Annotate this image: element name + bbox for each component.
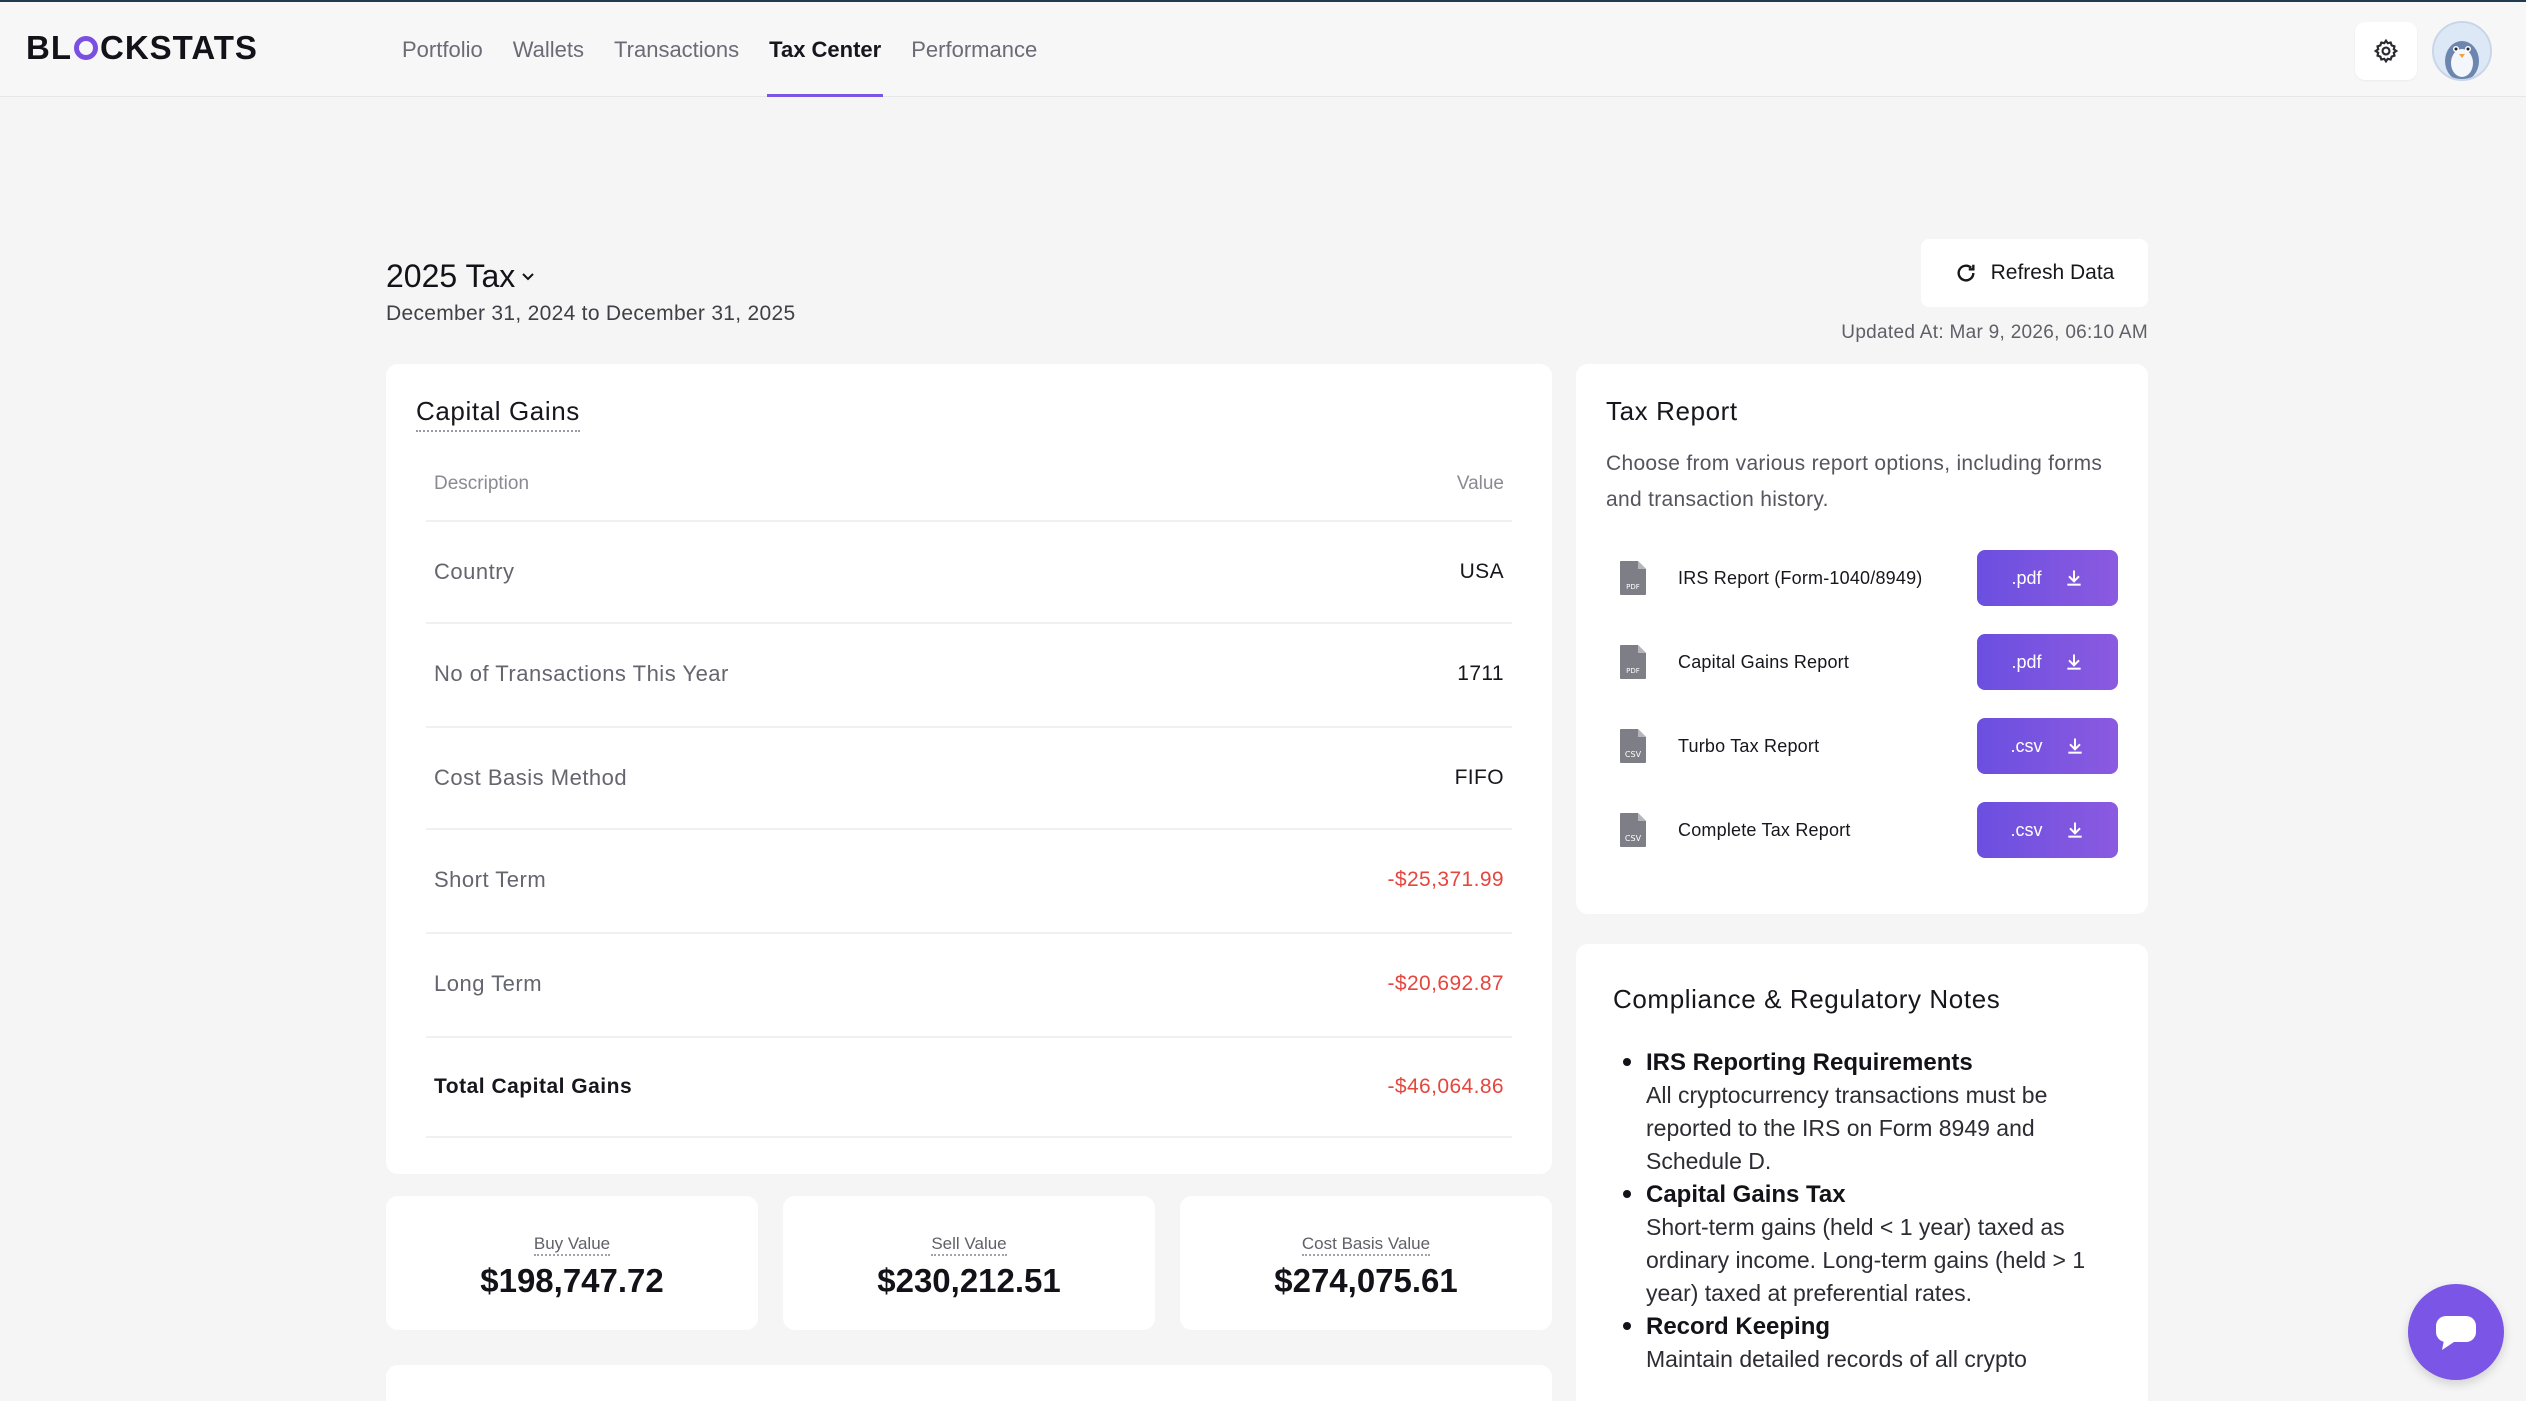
row-value: USA bbox=[1459, 560, 1504, 583]
note-text: Short-term gains (held < 1 year) taxed a… bbox=[1646, 1214, 2086, 1306]
report-row: PDF IRS Report (Form-1040/8949) .pdf bbox=[1618, 550, 2118, 606]
top-accent-line bbox=[0, 0, 2526, 2]
download-capital-gains-report-button[interactable]: .pdf bbox=[1977, 634, 2118, 690]
buy-value-card: Buy Value $198,747.72 bbox=[386, 1196, 758, 1330]
main-nav: Portfolio Wallets Transactions Tax Cente… bbox=[402, 2, 1067, 97]
svg-text:PDF: PDF bbox=[1626, 667, 1640, 675]
nav-performance[interactable]: Performance bbox=[911, 36, 1038, 62]
nav-transactions[interactable]: Transactions bbox=[614, 36, 740, 62]
blockstats-logo[interactable]: BL CKSTATS bbox=[26, 29, 258, 66]
list-item: IRS Reporting Requirements All cryptocur… bbox=[1623, 1046, 2116, 1178]
stat-label[interactable]: Sell Value bbox=[931, 1234, 1007, 1256]
compliance-list: IRS Reporting Requirements All cryptocur… bbox=[1623, 1046, 2116, 1376]
user-avatar[interactable] bbox=[2432, 21, 2492, 81]
note-title: Record Keeping bbox=[1646, 1313, 1831, 1340]
compliance-card: Compliance & Regulatory Notes IRS Report… bbox=[1576, 944, 2148, 1401]
stat-label[interactable]: Cost Basis Value bbox=[1301, 1234, 1431, 1256]
report-name: Turbo Tax Report bbox=[1678, 735, 1820, 756]
stat-value: $274,075.61 bbox=[1274, 1262, 1458, 1299]
table-row: Long Term -$20,692.87 bbox=[426, 932, 1512, 1034]
svg-text:CSV: CSV bbox=[1625, 750, 1642, 759]
note-text: Maintain detailed records of all crypto bbox=[1646, 1346, 2027, 1372]
list-item: Record Keeping Maintain detailed records… bbox=[1623, 1310, 2116, 1376]
svg-text:PDF: PDF bbox=[1626, 583, 1640, 591]
refresh-data-button[interactable]: Refresh Data bbox=[1921, 239, 2148, 307]
additional-card bbox=[386, 1365, 1552, 1401]
table-row: No of Transactions This Year 1711 bbox=[426, 622, 1512, 724]
pdf-file-icon: PDF bbox=[1620, 561, 1646, 595]
download-icon bbox=[2067, 822, 2082, 838]
tax-report-title: Tax Report bbox=[1606, 396, 1738, 426]
note-text: All cryptocurrency transactions must be … bbox=[1646, 1082, 2048, 1174]
nav-wallets[interactable]: Wallets bbox=[512, 36, 585, 62]
report-row: PDF Capital Gains Report .pdf bbox=[1618, 634, 2118, 690]
pdf-file-icon: PDF bbox=[1620, 645, 1646, 679]
list-item: Capital Gains Tax Short-term gains (held… bbox=[1623, 1178, 2116, 1310]
chat-widget-button[interactable] bbox=[2408, 1284, 2504, 1380]
note-title: Capital Gains Tax bbox=[1646, 1181, 1846, 1208]
row-value: -$25,371.99 bbox=[1387, 868, 1504, 891]
download-icon bbox=[2066, 654, 2081, 670]
report-row: CSV Complete Tax Report .csv bbox=[1618, 802, 2118, 858]
chat-icon bbox=[2436, 1316, 2476, 1350]
format-label: .pdf bbox=[2011, 567, 2042, 588]
nav-tax-center[interactable]: Tax Center bbox=[767, 2, 884, 97]
row-label: Long Term bbox=[434, 971, 543, 996]
csv-file-icon: CSV bbox=[1620, 729, 1646, 763]
total-row: Total Capital Gains -$46,064.86 bbox=[426, 1036, 1512, 1138]
tax-report-card: Tax Report Choose from various report op… bbox=[1576, 364, 2148, 914]
download-icon bbox=[2066, 570, 2081, 586]
download-complete-tax-report-button[interactable]: .csv bbox=[1977, 802, 2118, 858]
tax-year-selector[interactable]: 2025 Tax bbox=[386, 258, 535, 295]
report-name: Complete Tax Report bbox=[1678, 819, 1851, 840]
stat-value: $230,212.51 bbox=[877, 1262, 1061, 1299]
sell-value-card: Sell Value $230,212.51 bbox=[783, 1196, 1155, 1330]
format-label: .csv bbox=[2010, 735, 2043, 756]
top-navbar: BL CKSTATS Portfolio Wallets Transactions… bbox=[0, 2, 2526, 97]
format-label: .pdf bbox=[2011, 651, 2042, 672]
download-turbo-tax-report-button[interactable]: .csv bbox=[1977, 718, 2118, 774]
gear-icon bbox=[2373, 38, 2399, 64]
row-label: Cost Basis Method bbox=[434, 765, 628, 790]
row-value: FIFO bbox=[1454, 766, 1504, 789]
col-description: Description bbox=[434, 473, 530, 494]
note-title: IRS Reporting Requirements bbox=[1646, 1049, 1973, 1076]
row-label: No of Transactions This Year bbox=[434, 661, 729, 686]
refresh-data-label: Refresh Data bbox=[1990, 261, 2115, 284]
row-label: Country bbox=[434, 559, 515, 584]
nav-portfolio[interactable]: Portfolio bbox=[402, 36, 483, 62]
row-value: -$20,692.87 bbox=[1387, 972, 1504, 995]
format-label: .csv bbox=[2010, 819, 2043, 840]
table-row: Cost Basis Method FIFO bbox=[426, 726, 1512, 828]
cost-basis-value-card: Cost Basis Value $274,075.61 bbox=[1180, 1196, 1552, 1330]
col-value: Value bbox=[1456, 473, 1504, 494]
report-name: Capital Gains Report bbox=[1678, 651, 1850, 672]
tax-year-label: 2025 Tax bbox=[386, 258, 516, 294]
chevron-down-icon bbox=[522, 272, 535, 280]
row-label: Total Capital Gains bbox=[434, 1075, 633, 1098]
penguin-avatar-icon bbox=[2434, 23, 2490, 79]
table-row: Country USA bbox=[426, 520, 1512, 622]
table-row: Short Term -$25,371.99 bbox=[426, 828, 1512, 930]
stat-label[interactable]: Buy Value bbox=[533, 1234, 611, 1256]
download-irs-report-button[interactable]: .pdf bbox=[1977, 550, 2118, 606]
download-icon bbox=[2067, 738, 2082, 754]
row-value: -$46,064.86 bbox=[1387, 1075, 1504, 1098]
compliance-title: Compliance & Regulatory Notes bbox=[1613, 984, 2001, 1014]
svg-text:CSV: CSV bbox=[1625, 834, 1642, 843]
capital-gains-card: Capital Gains Description Value Country … bbox=[386, 364, 1552, 1174]
tax-date-range: December 31, 2024 to December 31, 2025 bbox=[386, 302, 796, 325]
row-label: Short Term bbox=[434, 867, 547, 892]
report-name: IRS Report (Form-1040/8949) bbox=[1678, 567, 1923, 588]
settings-button[interactable] bbox=[2355, 22, 2417, 80]
stat-value: $198,747.72 bbox=[480, 1262, 664, 1299]
capital-gains-header: Description Value bbox=[434, 473, 1504, 495]
csv-file-icon: CSV bbox=[1620, 813, 1646, 847]
updated-at-text: Updated At: Mar 9, 2026, 06:10 AM bbox=[1841, 322, 2148, 343]
row-value: 1711 bbox=[1457, 662, 1504, 685]
refresh-icon bbox=[1957, 264, 1975, 282]
tax-report-description: Choose from various report options, incl… bbox=[1606, 452, 2103, 511]
report-row: CSV Turbo Tax Report .csv bbox=[1618, 718, 2118, 774]
capital-gains-title[interactable]: Capital Gains bbox=[416, 396, 580, 432]
